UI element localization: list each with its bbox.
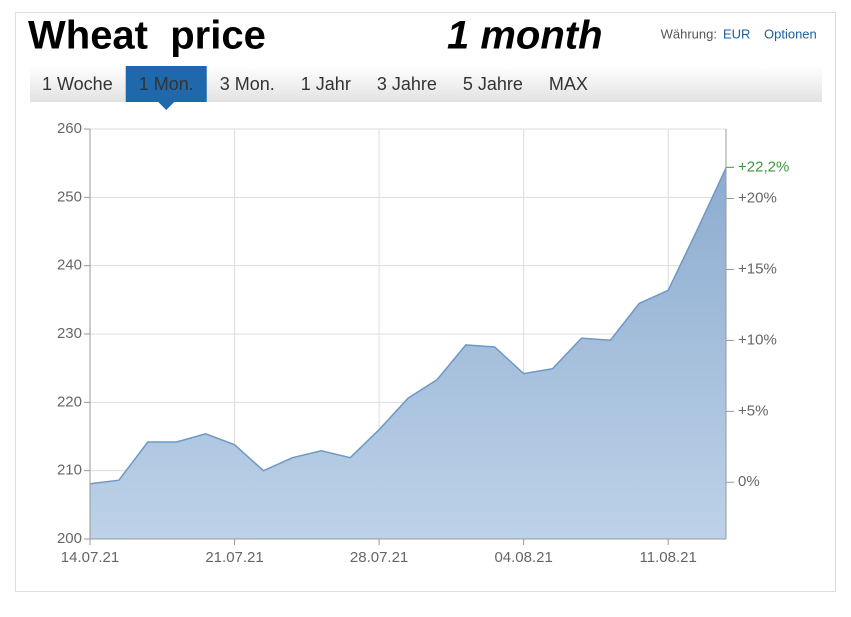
x-tick-label: 04.08.21 [494,549,552,566]
y2-tick-label: +10% [738,331,777,348]
tab[interactable]: 5 Jahre [463,74,523,94]
y2-tick-label: 0% [738,473,760,490]
tab-pointer [158,102,175,110]
currency-label: Währung: [661,26,717,41]
line [89,167,727,485]
subtitle: 1 month [447,14,603,58]
x-tick-label: 21.07.21 [205,549,263,566]
y-tick-label: 230 [57,325,82,342]
y-tick-label: 250 [57,188,82,205]
y-tick-label: 220 [57,393,82,410]
tab[interactable]: MAX [549,74,588,94]
tab[interactable]: 3 Mon. [220,74,275,94]
tab[interactable]: 1 Woche [42,74,113,94]
currency[interactable]: EUR [723,26,750,41]
frame [15,12,836,592]
y-tick-label: 210 [57,462,82,479]
tab-background[interactable] [125,66,207,102]
tab[interactable]: 1 Mon. [139,74,194,94]
y-tick-label: 200 [57,530,82,547]
area [90,167,726,539]
x-tick-label: 28.07.21 [350,549,408,566]
y2-tick-label: +20% [738,189,777,206]
title: Wheat price [28,14,266,58]
options-link[interactable]: Optionen [764,26,817,41]
x-tick-label: 11.08.21 [640,549,697,566]
tab[interactable]: 1 Jahr [301,74,351,94]
y2-tick-label: +15% [738,260,777,277]
y-tick-label: 260 [57,120,82,137]
y-tick-label: 240 [57,257,82,274]
tab[interactable]: 3 Jahre [377,74,437,94]
y2-tick-label: +5% [738,402,768,419]
annotation: +22,2% [738,158,789,175]
x-tick-label: 14.07.21 [61,549,119,566]
